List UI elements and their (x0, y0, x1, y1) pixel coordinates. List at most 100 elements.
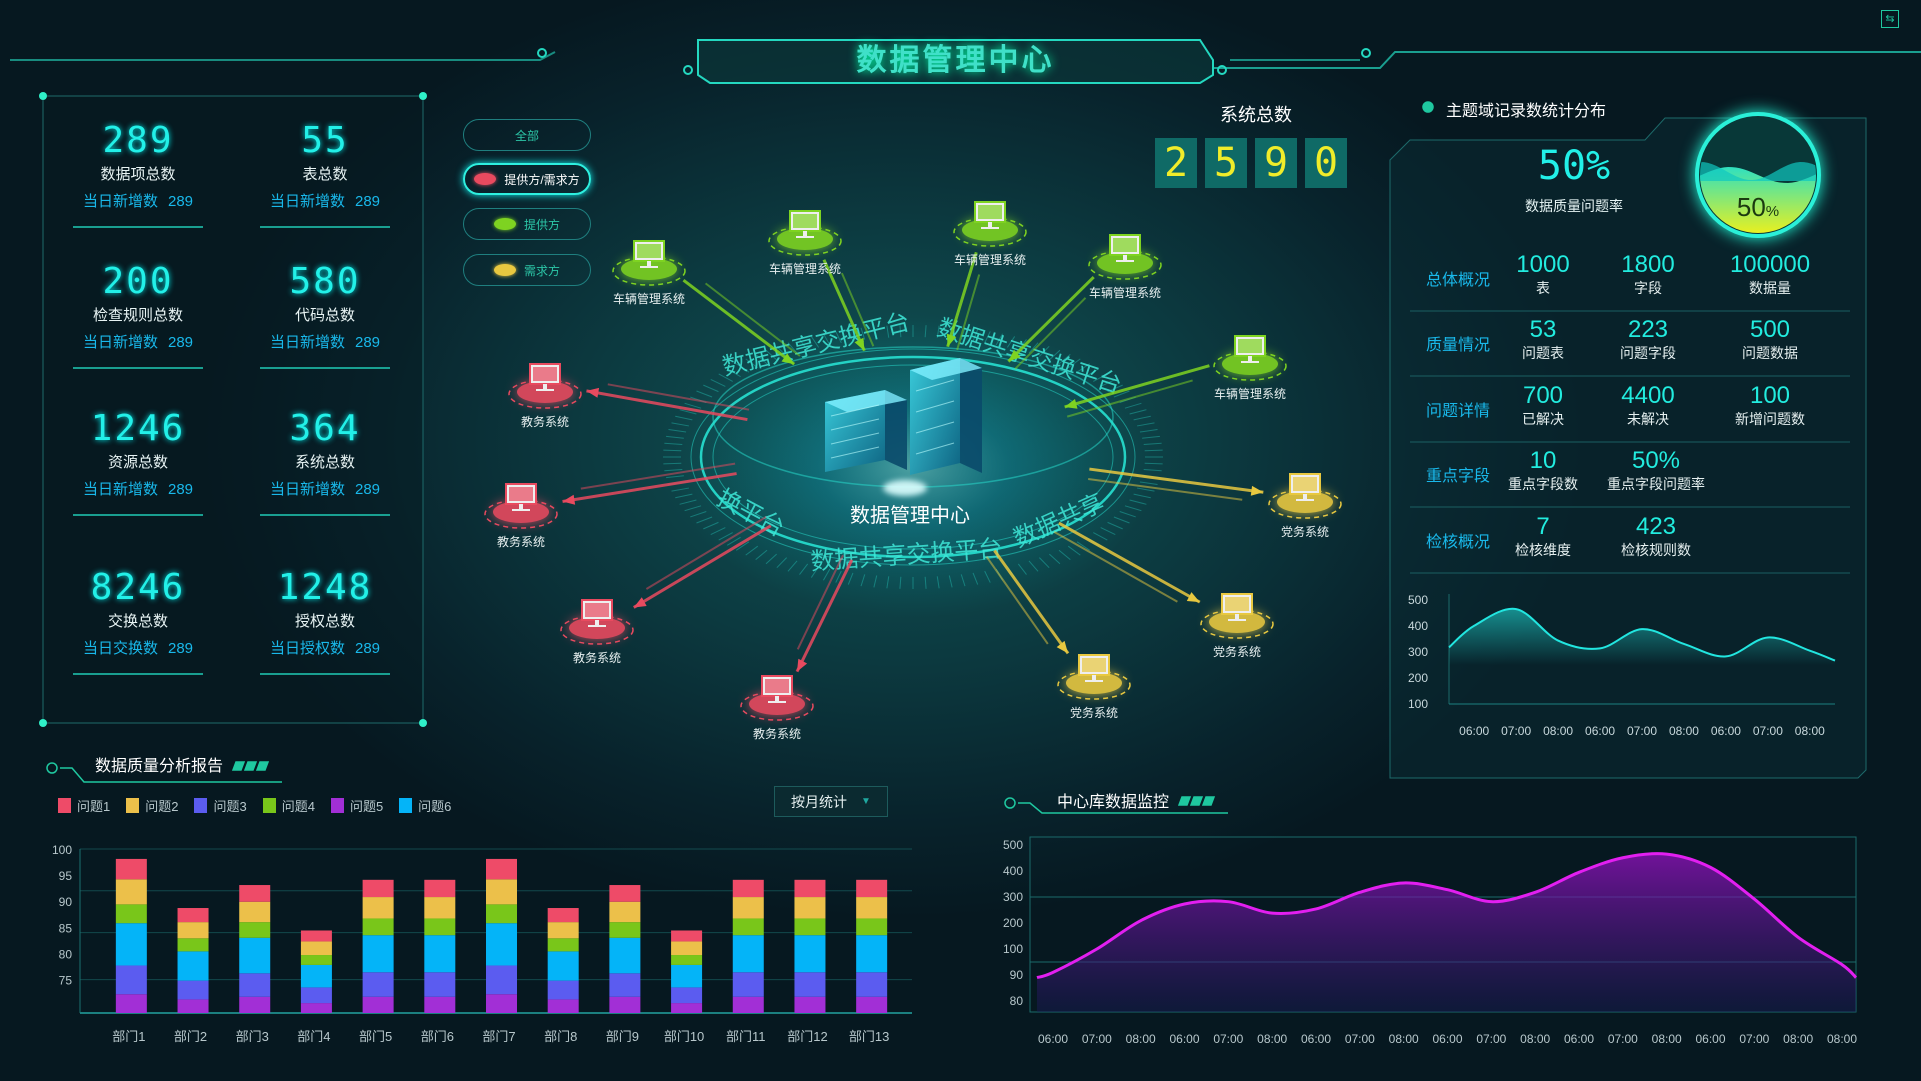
monitor-icon (1109, 234, 1141, 262)
legend-item[interactable]: 问题1 (58, 796, 110, 815)
legend-swatch (194, 798, 208, 813)
stat-label: 表总数 (302, 166, 348, 183)
filter-button[interactable]: 提供方 (463, 208, 591, 240)
legend-item[interactable]: 问题3 (194, 796, 247, 815)
overview-metric: 10 重点字段数 (1478, 448, 1608, 494)
bar-segment-问题5 (177, 999, 209, 1013)
stat-card: 1248 授权总数 当日授权数 289 (225, 568, 425, 658)
legend-item[interactable]: 问题6 (399, 796, 451, 815)
monitor-icon (1289, 473, 1321, 501)
x-tick-label: 08:00 (1389, 1032, 1419, 1046)
system-node[interactable]: 车辆管理系统 (1213, 335, 1287, 401)
system-node[interactable]: 教务系统 (484, 483, 558, 549)
bar-segment-问题3 (362, 972, 394, 997)
system-node[interactable]: 教务系统 (740, 675, 814, 741)
node-label: 车辆管理系统 (613, 291, 685, 306)
system-node[interactable]: 党务系统 (1057, 654, 1131, 720)
bar-segment-问题5 (362, 996, 394, 1013)
system-node[interactable]: 教务系统 (560, 599, 634, 665)
bar-segment-问题4 (362, 918, 394, 936)
legend-swatch (330, 798, 344, 813)
system-node[interactable]: 教务系统 (508, 363, 582, 429)
bar-segment-问题6 (362, 935, 394, 973)
monitor-icon (789, 210, 821, 238)
section-header-decor (46, 101, 1434, 814)
x-tick-label: 08:00 (1543, 724, 1573, 738)
system-node[interactable]: 车辆管理系统 (953, 201, 1027, 267)
stat-label: 资源总数 (107, 454, 168, 471)
system-node[interactable]: 车辆管理系统 (768, 210, 842, 276)
node-label: 教务系统 (753, 726, 801, 741)
bar-segment-问题1 (609, 885, 641, 902)
metric-value: 7 (1536, 513, 1550, 540)
x-tick-label: 07:00 (1345, 1032, 1375, 1046)
y-tick-label: 400 (1003, 864, 1023, 878)
legend-item[interactable]: 问题5 (330, 796, 384, 815)
bar-segment-问题3 (486, 965, 517, 995)
bar-segment-问题5 (115, 994, 147, 1013)
monitor-icon (761, 675, 793, 703)
node-label: 车辆管理系统 (1214, 386, 1286, 401)
legend-label: 问题5 (349, 799, 384, 814)
x-tick-label: 部门5 (359, 1029, 392, 1044)
stat-daily-label: 当日新增数 (269, 334, 345, 351)
bar-segment-问题2 (362, 897, 394, 919)
node-label: 党务系统 (1213, 644, 1261, 659)
bar-segment-问题6 (671, 964, 703, 988)
bar-segment-问题4 (486, 904, 517, 924)
stat-value: 200 (102, 261, 174, 302)
filter-button[interactable]: 提供方/需求方 (463, 163, 591, 195)
stat-value: 8246 (90, 567, 186, 608)
system-node[interactable]: 党务系统 (1200, 593, 1274, 659)
x-tick-label: 部门4 (297, 1029, 330, 1044)
system-node[interactable]: 党务系统 (1268, 473, 1342, 539)
flow-arrow (562, 462, 737, 505)
bar-segment-问题4 (671, 955, 703, 965)
metric-value: 100 (1749, 382, 1791, 409)
bar-segment-问题5 (794, 996, 826, 1013)
metric-label: 问题字段 (1620, 345, 1676, 361)
bar-segment-问题4 (177, 938, 209, 952)
system-node-icon (493, 264, 516, 276)
stat-daily: 当日新增数 289 (38, 331, 238, 352)
server-icon (825, 390, 907, 472)
bar-segment-问题3 (547, 980, 579, 1000)
bar-segment-问题2 (300, 941, 332, 956)
legend-item[interactable]: 问题4 (262, 796, 315, 815)
x-tick-label: 部门12 (787, 1029, 827, 1044)
bar-segment-问题4 (794, 918, 826, 936)
overview-metric: 100000 数据量 (1705, 252, 1835, 298)
period-dropdown[interactable]: 按月统计 ▼ (774, 786, 888, 817)
system-node[interactable]: 车辆管理系统 (612, 240, 686, 306)
metric-label: 表 (1536, 280, 1550, 296)
flow-arrow (1053, 521, 1201, 604)
stat-daily: 当日交换数 289 (38, 637, 238, 658)
flow-arrow (946, 251, 981, 351)
metric-label: 未解决 (1627, 411, 1669, 427)
legend-item[interactable]: 问题2 (126, 796, 178, 815)
system-node[interactable]: 车辆管理系统 (1088, 234, 1162, 300)
quality-rate-label: 数据质量问题率 (1525, 198, 1623, 214)
bar-segment-问题2 (609, 901, 641, 923)
bar-segment-问题6 (300, 964, 332, 988)
metric-label: 新增问题数 (1735, 411, 1805, 427)
y-tick-label: 100 (52, 843, 72, 857)
stat-daily-label: 当日新增数 (269, 481, 345, 498)
node-label: 车辆管理系统 (954, 252, 1026, 267)
switch-icon[interactable]: ⇆ (1881, 10, 1899, 28)
left-panel-frame (42, 95, 424, 724)
stat-card: 55 表总数 当日新增数 289 (225, 121, 425, 211)
area-fill (1449, 608, 1835, 665)
bar-segment-问题2 (239, 901, 271, 923)
legend-label: 问题3 (213, 799, 247, 814)
y-tick-label: 80 (59, 947, 73, 961)
filter-button[interactable]: 全部 (463, 119, 591, 151)
filter-button[interactable]: 需求方 (463, 254, 591, 286)
stat-label: 授权总数 (294, 613, 355, 630)
stat-value: 1246 (90, 408, 186, 449)
metric-value: 700 (1522, 382, 1564, 409)
bar-segment-问题4 (300, 955, 332, 965)
stat-value: 580 (289, 261, 361, 302)
